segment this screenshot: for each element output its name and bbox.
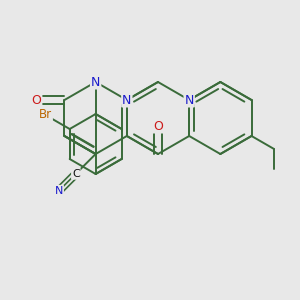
Text: N: N	[91, 76, 100, 88]
Text: N: N	[55, 186, 63, 196]
Text: N: N	[184, 94, 194, 106]
Text: N: N	[122, 94, 131, 106]
Text: C: C	[72, 169, 80, 179]
Text: Br: Br	[39, 109, 52, 122]
Text: O: O	[32, 94, 41, 106]
Text: O: O	[153, 119, 163, 133]
